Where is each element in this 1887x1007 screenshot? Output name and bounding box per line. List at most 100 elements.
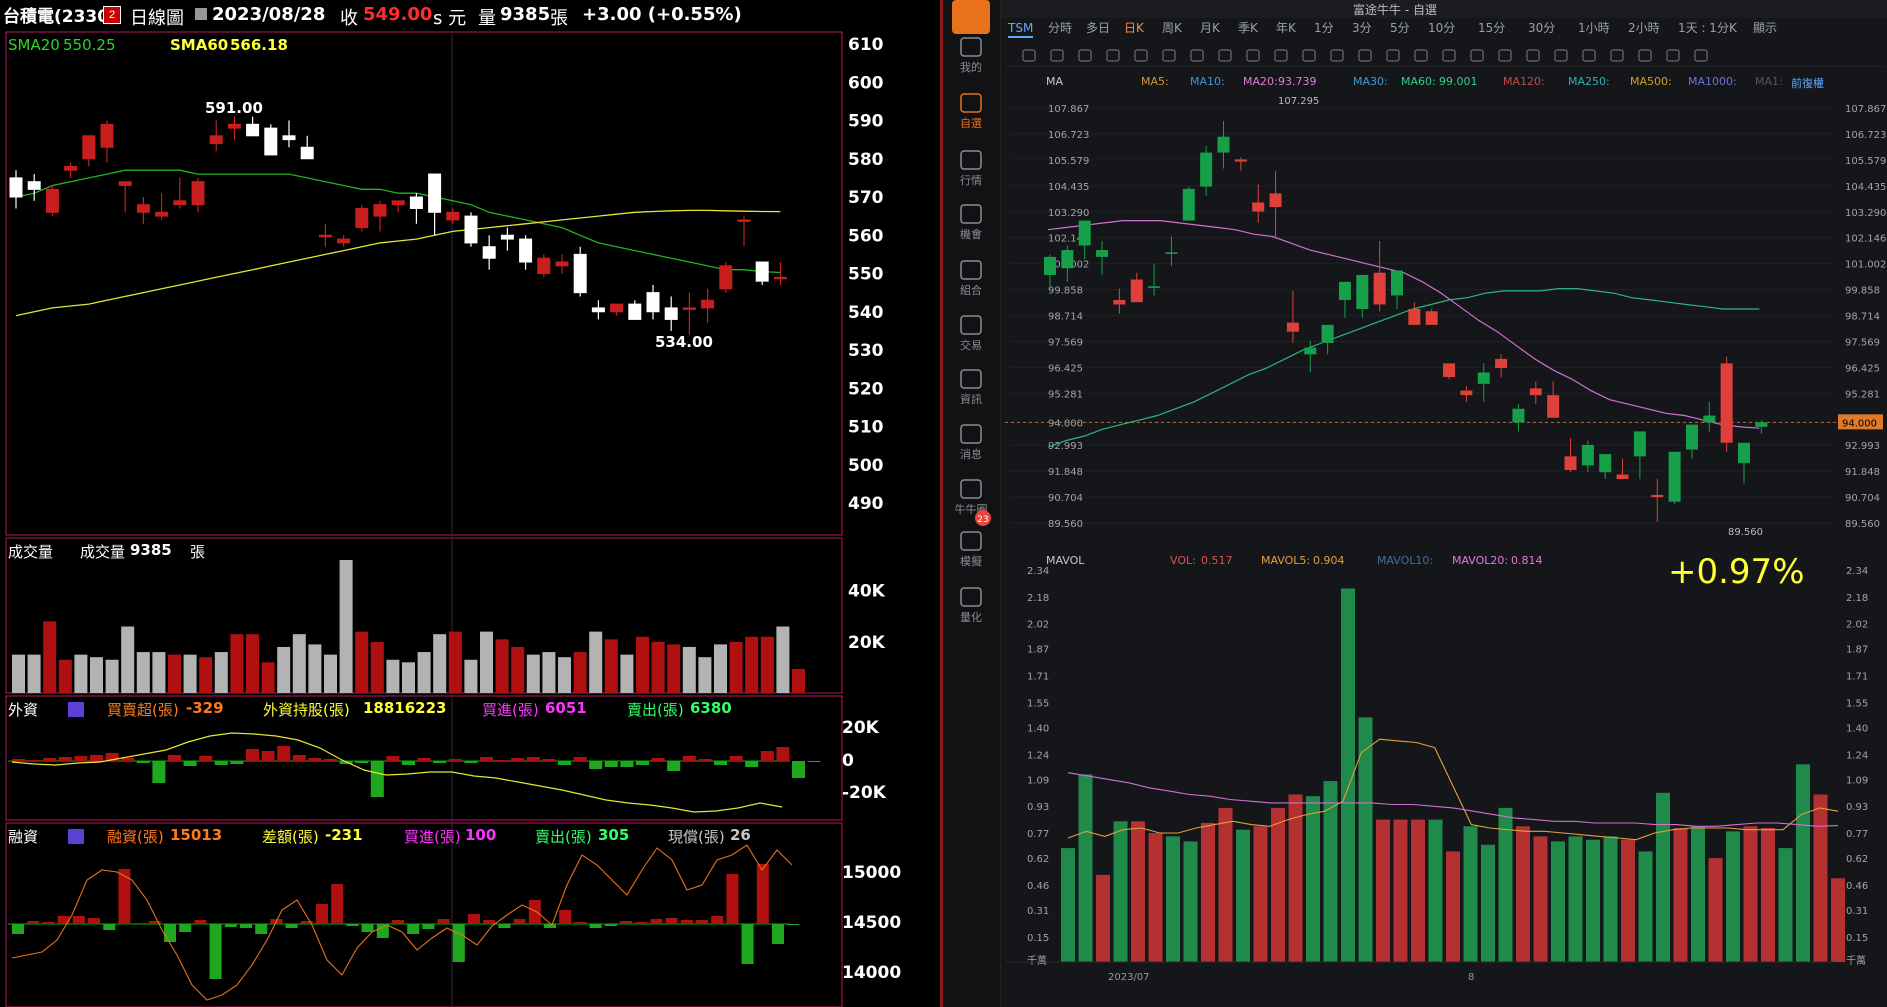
margin-bar xyxy=(361,924,374,932)
candle xyxy=(173,200,187,206)
symbol-tab[interactable]: TSM xyxy=(1008,20,1034,38)
margin-bar xyxy=(544,924,556,928)
candle xyxy=(500,234,514,240)
period-label[interactable]: 日線圖 xyxy=(130,8,184,29)
candle xyxy=(1252,202,1265,212)
candle xyxy=(1616,474,1629,480)
price-tick-label: 107.867 xyxy=(1845,104,1886,115)
app-logo[interactable] xyxy=(952,0,990,34)
volume-bar xyxy=(1708,858,1723,962)
volume-value: 9385 xyxy=(130,541,172,559)
timeframe-tab: 顯示 xyxy=(1753,21,1777,35)
price-tick-label: 92.993 xyxy=(1048,441,1083,452)
volume-bar xyxy=(1498,807,1513,962)
volume-bar xyxy=(261,662,275,693)
volume-bar xyxy=(1428,819,1443,962)
dropdown-icon[interactable] xyxy=(195,8,207,20)
candle xyxy=(337,238,351,244)
margin-diff-value: -231 xyxy=(325,826,363,844)
toolbar-tool-icon xyxy=(1302,49,1316,62)
volume-bar xyxy=(620,654,634,693)
timeframe-tab: 日K xyxy=(1124,21,1145,35)
candle xyxy=(82,135,96,160)
candle xyxy=(1633,431,1646,457)
toolbar-tool-icon xyxy=(1106,49,1120,62)
toolbar-tool-icon xyxy=(1330,49,1344,62)
volume-tick-label: 0.31 xyxy=(1846,906,1868,917)
volume-tick-label: 1.40 xyxy=(1846,723,1868,734)
volume-bar xyxy=(1306,796,1320,962)
adjust-select[interactable]: 前復權 xyxy=(1791,77,1824,90)
margin-bar xyxy=(711,916,724,924)
margin-cash-label: 現償(張) xyxy=(668,828,725,846)
candle xyxy=(209,135,223,144)
volume-bar xyxy=(74,654,88,693)
sidebar-icon xyxy=(960,37,982,57)
ma-indicator-select[interactable]: MA xyxy=(1046,75,1064,88)
margin-bar xyxy=(650,919,663,924)
vol-label: 量 xyxy=(478,8,496,29)
list-icon[interactable] xyxy=(68,829,84,844)
candle xyxy=(701,299,715,309)
price-tick-label: 96.425 xyxy=(1048,363,1083,374)
margin-bar xyxy=(255,924,268,934)
close-unit: s 元 xyxy=(433,8,467,29)
volume-tick-label: 2.02 xyxy=(1027,620,1049,631)
margin-bar xyxy=(57,916,70,924)
margin-tick-label: 14500 xyxy=(842,913,901,933)
volume-bar xyxy=(682,646,696,693)
candle xyxy=(446,211,460,221)
alert-badge[interactable]: 2 xyxy=(103,6,121,24)
ma10-label: MA10: xyxy=(1190,75,1225,88)
foreign-bar xyxy=(152,761,166,783)
header-volume: 9385 xyxy=(500,4,551,25)
candle xyxy=(1443,363,1456,378)
window-title: 富途牛牛 - 自選 xyxy=(1353,3,1437,17)
volume-bar xyxy=(464,659,478,693)
candle xyxy=(1495,358,1508,368)
foreign-bar xyxy=(745,761,759,767)
vol-indicator-select[interactable]: MAVOL xyxy=(1046,554,1085,567)
sidebar xyxy=(943,0,1001,1007)
volume-bar xyxy=(1621,839,1635,962)
candle xyxy=(537,257,551,275)
volume-bar xyxy=(386,659,400,693)
price-tick-label: 95.281 xyxy=(1845,389,1880,400)
foreign-panel-title: 外資 xyxy=(8,701,39,719)
margin-bar xyxy=(285,924,298,928)
foreign-net-value: -329 xyxy=(186,699,224,717)
margin-buy-label: 買進(張) xyxy=(404,828,461,846)
volume-bar xyxy=(1743,826,1758,962)
mavol5-value: 0.904 xyxy=(1313,554,1345,567)
foreign-bar xyxy=(12,759,25,761)
toolbar-tool-icon xyxy=(1694,49,1708,62)
volume-label: 成交量 xyxy=(80,543,126,561)
price-tick-label: 106.723 xyxy=(1845,130,1886,141)
foreign-bar xyxy=(261,751,275,761)
margin-bar xyxy=(392,920,404,924)
foreign-bar xyxy=(589,761,603,769)
margin-bar xyxy=(680,920,693,924)
toolbar-tool-icon xyxy=(1078,49,1092,62)
volume-bar xyxy=(1568,836,1583,962)
price-tick-label: 91.848 xyxy=(1845,467,1880,478)
mavol5-label: MAVOL5: xyxy=(1261,554,1311,567)
price-tick-label: 101.002 xyxy=(1845,260,1886,271)
mavol20-value: 0.814 xyxy=(1511,554,1543,567)
sma60-label: SMA60 xyxy=(170,36,229,54)
candle xyxy=(1269,193,1282,207)
margin-sell-value: 305 xyxy=(598,826,630,844)
last-price-value: 94.000 xyxy=(1842,418,1877,429)
volume-bar xyxy=(214,652,228,693)
list-icon[interactable] xyxy=(68,702,84,717)
volume-tick-label: 20K xyxy=(848,633,886,653)
volume-bar xyxy=(230,634,244,693)
candle xyxy=(482,246,496,259)
volume-bar xyxy=(1078,774,1093,962)
ma500-label: MA500: xyxy=(1630,75,1672,88)
candle xyxy=(1200,152,1213,187)
price-tick-label: 102.146 xyxy=(1048,234,1089,245)
foreign-bar xyxy=(480,757,493,761)
foreign-bar xyxy=(433,761,447,763)
foreign-bar xyxy=(199,756,213,761)
